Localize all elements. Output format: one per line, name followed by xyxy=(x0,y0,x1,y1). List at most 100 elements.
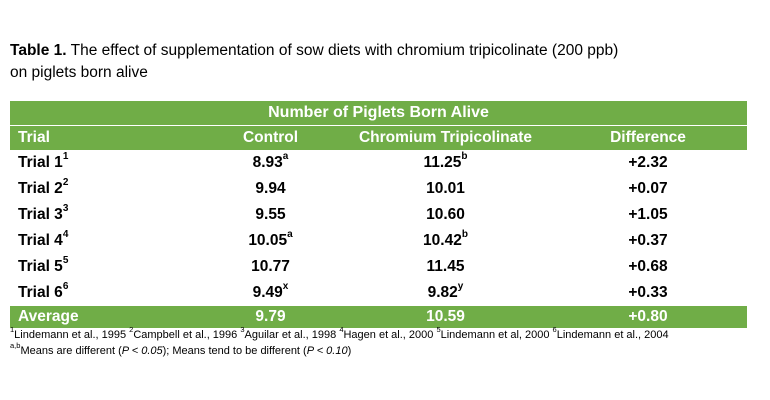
control-value: 10.05 xyxy=(248,231,288,249)
note-text-1: Means are different ( xyxy=(20,345,122,357)
table-row: Trial 44 10.05a 10.42b +0.37 xyxy=(10,228,747,254)
control-cell: 9.94 xyxy=(208,180,333,198)
trial-ref-sup: 1 xyxy=(62,151,69,163)
table-header-band: Number of Piglets Born Alive Trial Contr… xyxy=(10,101,747,150)
column-header-difference: Difference xyxy=(610,129,686,146)
note-text-2: ); Means tend to be different ( xyxy=(162,345,307,357)
note-p-value-1: P < 0.05 xyxy=(121,345,163,357)
chromium-cell: 11.25b xyxy=(333,151,558,172)
trial-cell: Trial 11 xyxy=(10,151,208,172)
difference-cell: +2.32 xyxy=(628,153,668,171)
column-header-chromium: Chromium Tripicolinate xyxy=(358,129,533,146)
control-cell: 9.55 xyxy=(208,206,333,224)
ref-text: Lindemann et al, 2000 xyxy=(440,329,553,341)
difference-cell: +0.07 xyxy=(628,179,668,197)
chromium-cell: 9.82y xyxy=(333,281,558,302)
table-row: Trial 66 9.49x 9.82y +0.33 xyxy=(10,280,747,306)
column-header-control: Control xyxy=(242,129,299,146)
column-header-row: Trial Control Chromium Tripicolinate Dif… xyxy=(10,126,747,150)
trial-name: Trial 6 xyxy=(18,283,63,301)
trial-ref-sup: 4 xyxy=(62,229,69,241)
note-p-value-2: P < 0.10 xyxy=(306,345,348,357)
control-sig-sup: a xyxy=(287,229,293,241)
trial-name: Trial 4 xyxy=(18,231,63,249)
control-value: 9.94 xyxy=(255,179,286,197)
significance-footnote: a,bMeans are different (P < 0.05); Means… xyxy=(10,341,760,359)
control-cell: 10.77 xyxy=(208,258,333,276)
table-caption: Table 1. The effect of supplementation o… xyxy=(10,40,750,84)
chromium-value: 10.60 xyxy=(426,205,465,223)
average-band: Average 9.79 10.59 +0.80 xyxy=(10,306,747,328)
control-value: 8.93 xyxy=(252,153,283,171)
table-body: Trial 11 8.93a 11.25b +2.32 Trial 22 9.9… xyxy=(10,150,747,306)
table-row: Trial 55 10.77 11.45 +0.68 xyxy=(10,254,747,280)
ref-text: Lindemann et al., 1995 xyxy=(14,329,130,341)
chromium-cell: 10.01 xyxy=(333,180,558,198)
trial-cell: Trial 44 xyxy=(10,229,208,250)
control-value: 9.55 xyxy=(255,205,286,223)
trial-name: Trial 1 xyxy=(18,153,63,171)
caption-line-2: on piglets born alive xyxy=(10,64,148,81)
chromium-sig-sup: y xyxy=(457,281,464,293)
table-row: Trial 11 8.93a 11.25b +2.32 xyxy=(10,150,747,176)
control-sig-sup: x xyxy=(282,281,289,293)
ref-text: Aguilar et al., 1998 xyxy=(244,329,340,341)
chromium-sig-sup: b xyxy=(461,229,468,241)
table-title: Number of Piglets Born Alive xyxy=(10,101,747,126)
ref-sup: 2 xyxy=(129,325,134,335)
ref-sup: 6 xyxy=(552,325,557,335)
caption-text: The effect of supplementation of sow die… xyxy=(66,42,619,59)
ref-sup: 3 xyxy=(240,325,245,335)
column-header-trial: Trial xyxy=(18,129,50,146)
caption-label: Table 1. xyxy=(10,42,67,59)
average-chromium: 10.59 xyxy=(426,308,465,325)
table-row: Trial 33 9.55 10.60 +1.05 xyxy=(10,202,747,228)
data-table: Number of Piglets Born Alive Trial Contr… xyxy=(10,101,747,328)
chromium-value: 11.25 xyxy=(423,153,462,171)
chromium-value: 10.42 xyxy=(423,231,462,249)
trial-ref-sup: 2 xyxy=(62,177,69,189)
ref-sup: 4 xyxy=(339,325,344,335)
caption-line-1: Table 1. The effect of supplementation o… xyxy=(10,40,750,62)
average-control: 9.79 xyxy=(255,308,286,325)
average-label: Average xyxy=(18,308,79,325)
difference-cell: +0.37 xyxy=(628,231,668,249)
trial-ref-sup: 6 xyxy=(62,281,69,293)
ref-sup: 5 xyxy=(436,325,441,335)
control-value: 9.49 xyxy=(252,283,283,301)
chromium-value: 11.45 xyxy=(426,257,465,275)
table-row: Trial 22 9.94 10.01 +0.07 xyxy=(10,176,747,202)
control-cell: 8.93a xyxy=(208,151,333,172)
control-cell: 10.05a xyxy=(208,229,333,250)
average-difference: +0.80 xyxy=(628,308,668,325)
chromium-cell: 10.42b xyxy=(333,229,558,250)
trial-cell: Trial 22 xyxy=(10,177,208,198)
trial-cell: Trial 33 xyxy=(10,203,208,224)
reference-footnote: 1Lindemann et al., 1995 2Campbell et al.… xyxy=(10,325,760,343)
chromium-sig-sup: b xyxy=(461,151,468,163)
ref-sup: 1 xyxy=(10,325,15,335)
trial-name: Trial 3 xyxy=(18,205,63,223)
note-sup: a,b xyxy=(10,341,21,351)
control-value: 10.77 xyxy=(251,257,290,275)
ref-text: Hagen et al., 2000 xyxy=(343,329,437,341)
difference-cell: +0.33 xyxy=(628,283,668,301)
trial-name: Trial 2 xyxy=(18,179,63,197)
chromium-cell: 11.45 xyxy=(333,258,558,276)
control-cell: 9.49x xyxy=(208,281,333,302)
average-row: Average 9.79 10.59 +0.80 xyxy=(10,306,747,328)
trial-cell: Trial 55 xyxy=(10,255,208,276)
trial-ref-sup: 3 xyxy=(62,203,69,215)
trial-cell: Trial 66 xyxy=(10,281,208,302)
chromium-value: 10.01 xyxy=(426,179,465,197)
trial-name: Trial 5 xyxy=(18,257,63,275)
difference-cell: +0.68 xyxy=(628,257,668,275)
chromium-value: 9.82 xyxy=(427,283,458,301)
control-sig-sup: a xyxy=(282,151,289,163)
trial-ref-sup: 5 xyxy=(62,255,69,267)
ref-text: Campbell et al., 1996 xyxy=(133,329,241,341)
footnotes: 1Lindemann et al., 1995 2Campbell et al.… xyxy=(10,325,760,359)
ref-text: Lindemann et al., 2004 xyxy=(556,329,669,341)
difference-cell: +1.05 xyxy=(628,205,668,223)
chromium-cell: 10.60 xyxy=(333,206,558,224)
